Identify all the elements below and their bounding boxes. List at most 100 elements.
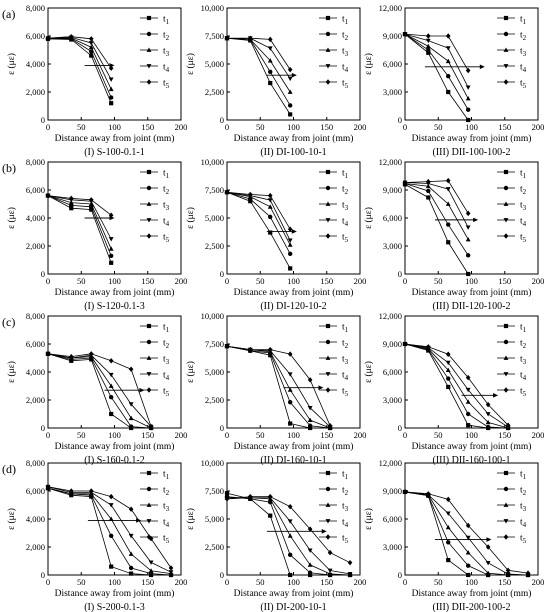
series-line	[226, 37, 291, 115]
square-marker	[466, 271, 471, 277]
strain-chart-panel: 0 50 100 150 200 0 2,000 4,000 6,000 8,000 ε (με) D…	[6, 458, 187, 612]
diamond-marker	[325, 233, 331, 239]
legend-label: t4	[520, 217, 527, 229]
diamond-marker	[88, 351, 94, 357]
series-t3	[224, 189, 293, 247]
square-marker	[446, 89, 451, 95]
diamond-marker	[503, 387, 509, 393]
y-tick-label: 2,500	[205, 241, 224, 251]
triangle-marker	[445, 524, 451, 530]
circle-marker	[503, 339, 509, 345]
tri-down-marker	[307, 405, 313, 411]
series-line	[47, 486, 172, 569]
diamond-marker	[224, 343, 230, 349]
x-tick-label: 100	[287, 577, 300, 587]
panel-caption: (I) S-200-0.1-3	[84, 602, 145, 612]
series-line	[47, 195, 112, 240]
legend-label: t2	[520, 486, 527, 498]
series-t5	[224, 343, 333, 429]
diamond-marker	[146, 233, 152, 239]
square-marker	[69, 206, 74, 211]
series-line	[404, 182, 469, 228]
x-axis-label: Distance away from joint (mm)	[55, 287, 175, 298]
legend: t1 t2 t3 t4 t5	[140, 169, 170, 244]
series-line	[47, 195, 112, 216]
tri-down-marker	[267, 198, 273, 203]
circle-marker	[446, 376, 451, 381]
x-axis-label: Distance away from joint (mm)	[412, 133, 532, 144]
series-t1	[402, 182, 471, 277]
square-marker	[503, 169, 509, 175]
triangle-marker	[465, 550, 471, 555]
y-axis-label: ε (με)	[185, 508, 196, 530]
x-tick-label: 50	[434, 577, 443, 587]
plot-frame	[47, 7, 182, 121]
diamond-marker	[108, 65, 114, 71]
tri-down-marker	[503, 519, 509, 524]
series-t4	[224, 495, 353, 577]
y-axis-label: ε (με)	[363, 207, 374, 229]
x-tick-label: 150	[320, 430, 333, 440]
x-tick-label: 150	[141, 122, 154, 132]
circle-marker	[465, 253, 471, 258]
y-tick-label: 6,000	[383, 213, 402, 223]
y-tick-label: 3,000	[383, 241, 402, 251]
square-marker	[109, 101, 114, 106]
time-arrow-head	[321, 529, 327, 534]
tri-down-marker	[503, 218, 509, 223]
diamond-marker	[425, 491, 431, 497]
triangle-marker	[108, 246, 114, 251]
diamond-marker	[465, 374, 471, 381]
circle-marker	[426, 188, 431, 194]
x-tick-label: 200	[175, 122, 188, 132]
triangle-marker	[503, 502, 509, 507]
diamond-marker	[224, 35, 230, 41]
y-tick-label: 7,500	[205, 31, 224, 41]
y-tick-label: 3,000	[383, 87, 402, 97]
series-t2	[224, 36, 293, 108]
x-tick-label: 200	[175, 276, 188, 286]
legend-label: t4	[342, 518, 349, 530]
square-marker	[109, 260, 114, 265]
x-tick-label: 150	[320, 577, 333, 587]
diamond-marker	[224, 496, 230, 502]
legend-label: t3	[342, 47, 349, 59]
circle-marker	[325, 31, 331, 37]
tri-down-marker	[287, 76, 293, 82]
x-tick-label: 100	[465, 122, 478, 132]
x-tick-label: 150	[320, 276, 333, 286]
triangle-marker	[325, 502, 331, 507]
series-t1	[45, 36, 114, 106]
panel-caption: (III) DII-120-100-2	[432, 301, 510, 312]
y-axis-label: ε (με)	[185, 207, 196, 229]
series-line	[404, 33, 469, 110]
legend-label: t1	[163, 323, 170, 335]
y-tick-label: 5,000	[205, 514, 224, 524]
diamond-marker	[68, 195, 74, 202]
triangle-marker	[425, 43, 431, 49]
panel-caption: (I) S-160-0.1-2	[84, 455, 145, 466]
strain-chart-panel: 0 50 100 150 200 0 3,000 6,000 9,000 12,000 ε (με)…	[363, 3, 544, 158]
time-arrow-head	[479, 64, 485, 70]
circle-marker	[287, 103, 293, 108]
diamond-marker	[148, 423, 154, 430]
time-arrow-head	[136, 518, 142, 523]
series-line	[47, 353, 152, 427]
y-tick-label: 9,000	[383, 339, 402, 349]
triangle-marker	[146, 47, 152, 52]
triangle-marker	[128, 415, 134, 421]
panel-caption: (II) DI-200-10-1	[260, 602, 326, 612]
series-t2	[224, 190, 293, 257]
tri-down-marker	[287, 372, 293, 377]
legend-label: t5	[163, 534, 170, 546]
legend-label: t2	[342, 31, 349, 43]
time-arrow-head	[109, 63, 115, 68]
circle-marker	[287, 552, 293, 558]
diamond-marker	[224, 189, 230, 195]
triangle-marker	[465, 96, 471, 101]
diamond-marker	[307, 526, 313, 532]
triangle-marker	[445, 201, 451, 206]
series-line	[47, 38, 112, 104]
tri-down-marker	[503, 372, 509, 377]
square-marker	[503, 15, 509, 21]
